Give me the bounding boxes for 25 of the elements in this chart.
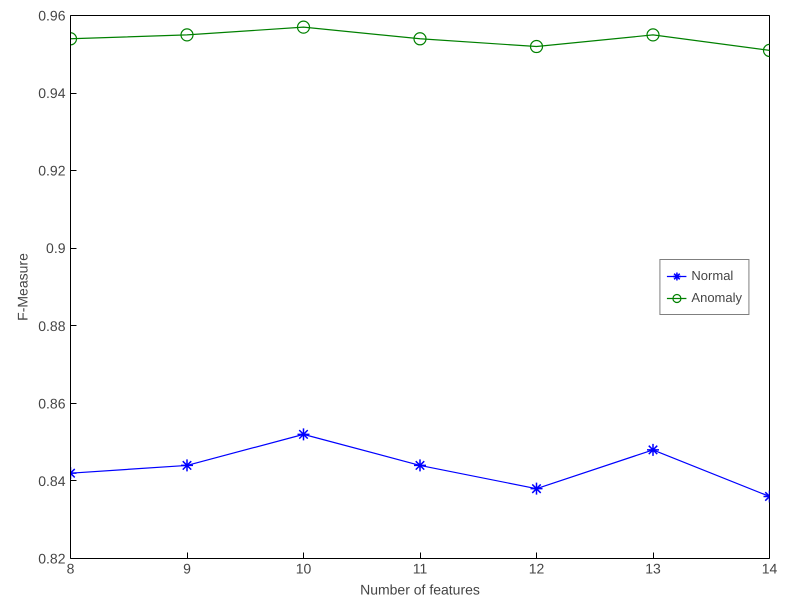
y-tick-label: 0.88: [38, 318, 66, 334]
point: [530, 482, 544, 496]
y-tick-label: 0.94: [38, 85, 66, 102]
point: [413, 32, 427, 46]
point: [296, 428, 310, 442]
point: [413, 458, 427, 472]
y-tick-label: 0.82: [38, 550, 66, 566]
point: [530, 40, 544, 54]
y-axis-title: F-Measure: [14, 252, 30, 321]
y-tick-label: 0.86: [38, 395, 66, 412]
legend-label: Normal: [691, 268, 734, 283]
x-tick-label: 9: [183, 560, 192, 576]
point: [296, 20, 310, 34]
x-tick-label: 11: [412, 560, 428, 576]
x-tick-label: 10: [296, 560, 312, 576]
y-tick-label: 0.84: [38, 472, 66, 489]
x-tick-label: 13: [645, 560, 661, 576]
y-tick-label: 0.92: [38, 162, 66, 179]
y-tick-label: 0.96: [38, 8, 66, 24]
x-tick-label: 12: [528, 560, 544, 576]
y-tick-label: 0.9: [46, 240, 66, 256]
x-tick-label: 8: [66, 560, 75, 576]
x-tick-label: 14: [762, 560, 778, 576]
x-axis-title: Number of features: [360, 582, 480, 598]
legend-label: Anomaly: [691, 290, 742, 305]
